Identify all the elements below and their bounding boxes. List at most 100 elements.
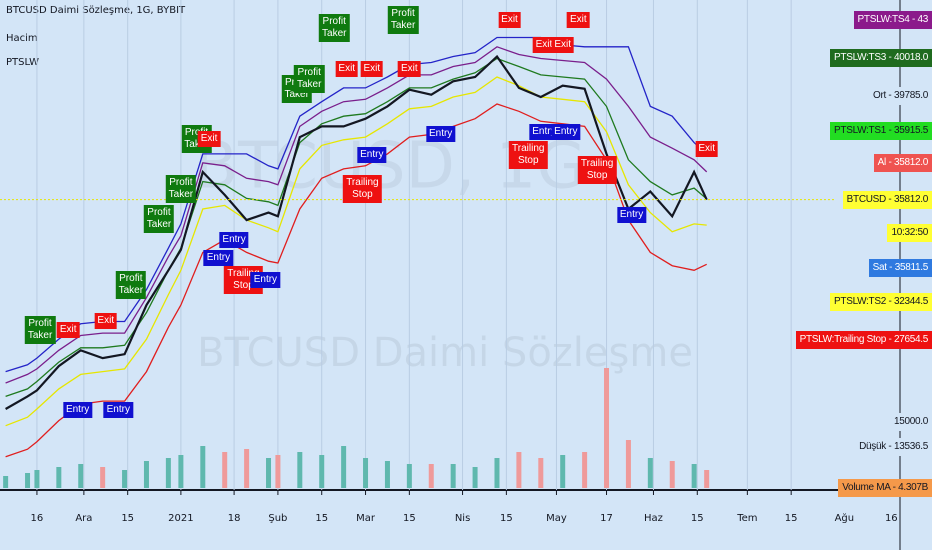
volume-bar: [363, 458, 369, 488]
volume-bar: [384, 461, 390, 488]
watermark: BTCUSD Daimi Sözleşme: [197, 330, 693, 376]
signal-marker: Exit: [56, 321, 80, 338]
volume-bar: [122, 470, 128, 488]
price-label: PTSLW:TS4 - 43: [853, 11, 932, 29]
volume-bar: [100, 467, 106, 488]
price-label: 15000.0: [889, 413, 932, 431]
signal-marker: Exit: [398, 61, 421, 78]
volume-bar: [244, 449, 250, 488]
x-tick-label: 15: [785, 513, 798, 524]
signal-marker: Entry: [250, 271, 281, 288]
volume-bar: [647, 458, 653, 488]
x-tick-label: 16: [885, 513, 898, 524]
price-line: [5, 54, 708, 410]
band-line: [5, 103, 707, 458]
signal-marker: Entry: [425, 126, 456, 143]
volume-bar: [341, 446, 347, 488]
volume-bar: [560, 455, 566, 488]
signal-marker: Profit Taker: [293, 65, 325, 94]
x-tick-label: 15: [121, 513, 134, 524]
volume-bar: [450, 464, 456, 488]
volume-bar: [669, 461, 675, 488]
signal-marker: Trailing Stop: [577, 156, 617, 185]
signal-marker: Trailing Stop: [509, 140, 548, 169]
band-line: [5, 36, 708, 373]
signal-marker: Exit: [498, 11, 521, 28]
signal-marker: Exit: [335, 61, 359, 78]
volume-bar: [143, 461, 149, 488]
volume-label: Hacim: [6, 33, 38, 44]
volume-bar: [319, 455, 325, 488]
volume-bar: [266, 458, 272, 488]
x-tick-label: May: [546, 513, 567, 524]
indicator-label: PTSLW: [6, 57, 39, 68]
volume-bar: [625, 440, 631, 488]
volume-bar: [604, 368, 610, 488]
x-tick-label: 15: [691, 513, 704, 524]
signal-marker: Exit: [94, 313, 118, 330]
x-tick-label: Ağu: [835, 512, 855, 524]
volume-bar: [494, 458, 500, 488]
volume-bar: [165, 458, 171, 488]
volume-bar: [428, 464, 434, 488]
signal-marker: Profit Taker: [165, 175, 197, 204]
volume-bar: [25, 473, 31, 488]
volume-bar: [78, 464, 84, 488]
x-tick-label: Ara: [75, 513, 92, 524]
price-label: PTSLW:TS1 - 35915.5: [830, 122, 932, 140]
price-label: Volume MA - 4.307B: [838, 479, 932, 497]
volume-bar: [472, 467, 478, 488]
signal-marker: Exit: [532, 36, 556, 53]
x-tick-label: Tem: [736, 513, 757, 524]
x-tick-label: Nis: [455, 513, 470, 524]
volume-bar: [704, 470, 710, 488]
price-label: Düşük - 13536.5: [855, 438, 932, 456]
band-line: [5, 57, 708, 398]
volume-bar: [538, 458, 544, 488]
x-tick-label: Haz: [644, 513, 663, 524]
header-title: BTCUSD Daimi Sözleşme, 1G, BYBIT: [6, 5, 186, 16]
signal-marker: Entry: [616, 206, 647, 223]
price-label: PTSLW:Trailing Stop - 27654.5: [795, 331, 932, 349]
x-tick-label: 15: [315, 513, 328, 524]
signal-marker: Exit: [360, 61, 384, 78]
x-tick-label: Şub: [268, 513, 287, 524]
x-tick-label: 18: [228, 513, 241, 524]
signal-marker: Exit: [551, 36, 575, 53]
volume-bar: [200, 446, 206, 488]
volume-bar: [3, 476, 9, 488]
signal-marker: Exit: [567, 11, 590, 28]
signal-marker: Profit Taker: [387, 5, 419, 34]
volume-bar: [178, 455, 184, 488]
volume-bar: [406, 464, 412, 488]
x-tick-label: 15: [403, 513, 416, 524]
x-tick-label: 16: [31, 513, 44, 524]
volume-bar: [56, 467, 62, 488]
signal-marker: Entry: [103, 401, 133, 418]
signal-marker: Entry: [357, 146, 387, 163]
signal-marker: Profit Taker: [24, 315, 56, 344]
signal-marker: Exit: [695, 141, 718, 158]
signal-marker: Entry: [203, 249, 234, 266]
signal-marker: Entry: [62, 401, 93, 418]
signal-marker: Entry: [551, 123, 581, 140]
volume-bar: [582, 452, 588, 488]
price-label: Al - 35812.0: [873, 154, 932, 172]
x-tick-label: 2021: [168, 513, 193, 524]
price-label: Sat - 35811.5: [868, 259, 932, 277]
x-tick-label: 17: [600, 513, 613, 524]
signal-marker: Profit Taker: [115, 270, 147, 299]
price-label: Ort - 39785.0: [868, 87, 932, 105]
price-label: PTSLW:TS3 - 40018.0: [830, 49, 932, 67]
x-tick-label: Mar: [356, 513, 376, 524]
signal-marker: Exit: [197, 131, 221, 148]
price-label: BTCUSD - 35812.0: [842, 191, 932, 209]
price-label: PTSLW:TS2 - 32344.5: [830, 293, 932, 311]
band-line: [5, 46, 708, 384]
volume-bar: [516, 452, 522, 488]
signal-marker: Profit Taker: [143, 205, 175, 234]
signal-marker: Trailing Stop: [343, 175, 382, 204]
volume-bar: [222, 452, 228, 488]
volume-bar: [297, 452, 303, 488]
